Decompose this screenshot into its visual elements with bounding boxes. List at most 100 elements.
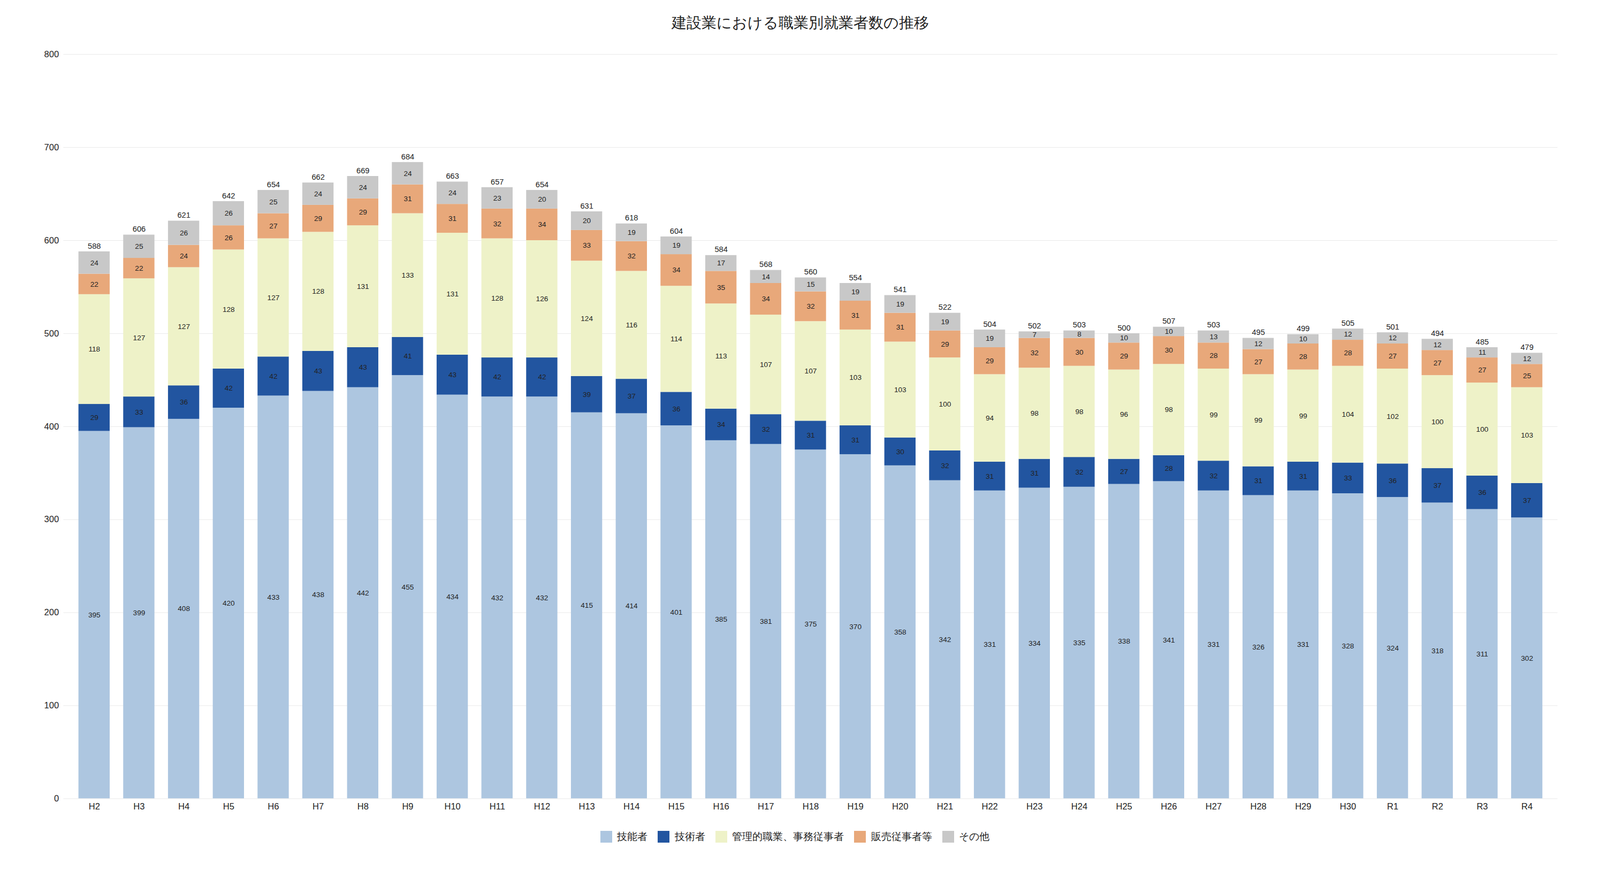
- svg-text:36: 36: [1477, 488, 1487, 497]
- svg-text:27: 27: [1120, 467, 1129, 476]
- svg-text:502: 502: [1027, 321, 1041, 331]
- svg-text:H13: H13: [578, 801, 595, 812]
- svg-text:30: 30: [1075, 348, 1084, 357]
- svg-text:103: 103: [894, 385, 907, 394]
- svg-text:10: 10: [1299, 334, 1308, 344]
- svg-text:662: 662: [311, 172, 325, 182]
- svg-text:19: 19: [896, 300, 905, 309]
- svg-text:479: 479: [1520, 343, 1534, 352]
- svg-text:606: 606: [132, 224, 146, 234]
- svg-text:116: 116: [625, 321, 638, 330]
- svg-text:395: 395: [88, 611, 101, 620]
- svg-text:128: 128: [491, 294, 504, 303]
- svg-text:29: 29: [359, 208, 368, 217]
- svg-text:31: 31: [1254, 476, 1263, 485]
- svg-text:495: 495: [1251, 328, 1265, 337]
- svg-text:103: 103: [849, 373, 862, 382]
- svg-text:H19: H19: [847, 801, 864, 812]
- svg-text:507: 507: [1162, 316, 1176, 326]
- svg-text:335: 335: [1073, 638, 1086, 647]
- svg-text:100: 100: [44, 700, 60, 711]
- svg-text:25: 25: [134, 242, 143, 251]
- svg-text:43: 43: [448, 370, 457, 379]
- svg-text:R3: R3: [1476, 801, 1488, 812]
- svg-text:H8: H8: [357, 801, 369, 812]
- svg-text:31: 31: [896, 323, 905, 332]
- svg-text:H27: H27: [1205, 801, 1222, 812]
- svg-text:11: 11: [1478, 348, 1487, 357]
- svg-text:36: 36: [1388, 476, 1397, 485]
- svg-text:200: 200: [44, 607, 60, 618]
- svg-text:36: 36: [672, 405, 681, 414]
- svg-text:128: 128: [311, 287, 325, 296]
- svg-text:381: 381: [759, 617, 773, 626]
- svg-text:127: 127: [133, 333, 146, 342]
- svg-text:34: 34: [537, 220, 547, 229]
- svg-text:505: 505: [1341, 318, 1355, 328]
- svg-text:98: 98: [1030, 409, 1039, 418]
- svg-text:657: 657: [490, 177, 504, 187]
- svg-text:H21: H21: [936, 801, 954, 812]
- svg-text:32: 32: [1209, 471, 1218, 480]
- svg-text:331: 331: [1207, 640, 1221, 649]
- svg-text:26: 26: [224, 209, 233, 218]
- svg-text:98: 98: [1075, 407, 1084, 416]
- svg-text:503: 503: [1072, 320, 1086, 330]
- svg-text:99: 99: [1254, 416, 1263, 425]
- svg-text:107: 107: [759, 360, 773, 369]
- svg-text:42: 42: [537, 372, 546, 382]
- svg-text:29: 29: [1120, 352, 1129, 361]
- svg-text:R2: R2: [1431, 801, 1444, 812]
- svg-text:700: 700: [44, 142, 60, 153]
- svg-text:300: 300: [44, 514, 60, 525]
- svg-text:504: 504: [983, 320, 996, 329]
- svg-text:29: 29: [985, 356, 994, 365]
- svg-text:39: 39: [582, 390, 591, 399]
- svg-text:99: 99: [1299, 412, 1308, 421]
- svg-text:96: 96: [1120, 410, 1129, 419]
- svg-text:12: 12: [1254, 339, 1263, 348]
- svg-text:0: 0: [54, 793, 59, 804]
- svg-text:43: 43: [314, 367, 323, 376]
- svg-text:14: 14: [762, 272, 771, 281]
- svg-text:669: 669: [356, 166, 370, 175]
- svg-text:604: 604: [669, 226, 683, 236]
- svg-text:19: 19: [672, 241, 681, 250]
- svg-text:30: 30: [1164, 346, 1174, 355]
- svg-text:36: 36: [179, 398, 188, 407]
- svg-text:10: 10: [1120, 333, 1129, 342]
- svg-text:494: 494: [1430, 329, 1444, 338]
- svg-text:H4: H4: [178, 801, 190, 812]
- svg-text:541: 541: [893, 285, 907, 294]
- svg-text:12: 12: [1388, 333, 1397, 342]
- svg-text:H12: H12: [534, 801, 551, 812]
- svg-text:27: 27: [1477, 366, 1487, 375]
- svg-text:19: 19: [985, 334, 994, 343]
- svg-text:31: 31: [448, 214, 457, 223]
- svg-text:H18: H18: [802, 801, 819, 812]
- svg-text:113: 113: [715, 352, 728, 361]
- svg-text:27: 27: [1388, 352, 1397, 361]
- svg-text:318: 318: [1431, 646, 1444, 655]
- svg-text:654: 654: [267, 180, 280, 189]
- svg-text:331: 331: [983, 640, 996, 649]
- svg-text:433: 433: [267, 593, 280, 602]
- svg-text:24: 24: [359, 183, 368, 192]
- svg-text:618: 618: [625, 213, 638, 223]
- svg-text:338: 338: [1117, 637, 1131, 646]
- svg-text:800: 800: [44, 49, 60, 60]
- svg-text:414: 414: [625, 602, 638, 611]
- svg-text:12: 12: [1343, 330, 1352, 339]
- svg-text:23: 23: [493, 194, 502, 203]
- svg-text:100: 100: [1431, 417, 1444, 426]
- svg-text:42: 42: [493, 372, 502, 382]
- svg-text:522: 522: [938, 302, 952, 312]
- svg-text:34: 34: [717, 420, 726, 429]
- svg-text:H7: H7: [312, 801, 324, 812]
- svg-text:41: 41: [403, 352, 412, 361]
- svg-text:H22: H22: [981, 801, 998, 812]
- svg-text:15: 15: [806, 280, 815, 289]
- svg-text:311: 311: [1476, 650, 1489, 659]
- svg-text:24: 24: [314, 189, 323, 198]
- svg-text:568: 568: [759, 260, 773, 269]
